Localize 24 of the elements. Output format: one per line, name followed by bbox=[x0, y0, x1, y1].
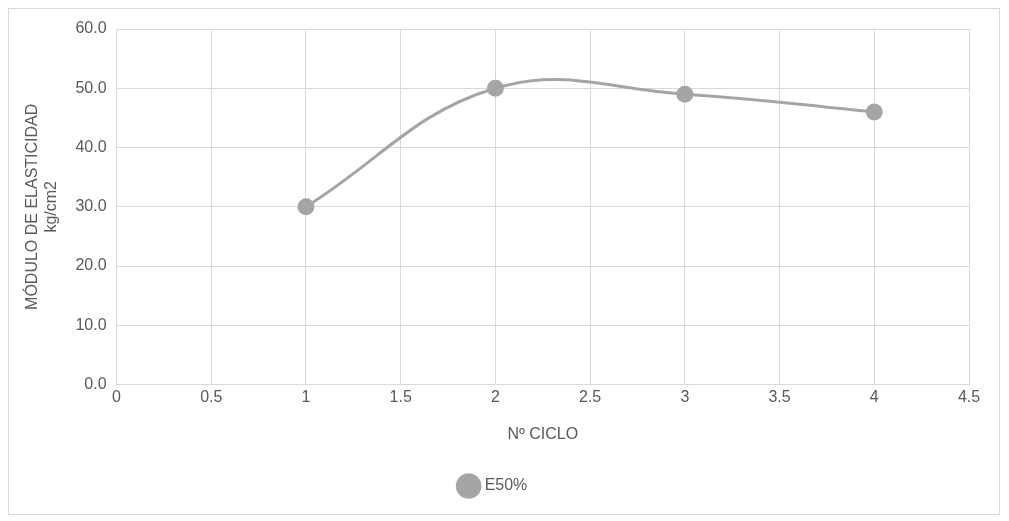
y-tick-label: 0.0 bbox=[84, 375, 107, 393]
x-tick-label: 2.5 bbox=[579, 387, 602, 405]
point bbox=[865, 103, 883, 121]
y-tick-label: 10.0 bbox=[75, 315, 107, 333]
x-axis-title: Nº CICLO bbox=[507, 424, 579, 442]
x-tick-label: 4.5 bbox=[957, 387, 981, 405]
y-tick-label: 40.0 bbox=[75, 137, 107, 155]
x-tick-label: 3 bbox=[680, 387, 690, 405]
point bbox=[486, 79, 504, 97]
x-tick-label: 2 bbox=[490, 387, 500, 405]
x-tick-label: 3.5 bbox=[768, 387, 791, 405]
y-axis-title: MÓDULO DE ELASTICIDAD kg/cm2 bbox=[22, 103, 60, 310]
y-tick-label: 30.0 bbox=[75, 197, 107, 215]
y-tick-label: 60.0 bbox=[75, 19, 107, 37]
point bbox=[297, 198, 315, 216]
point bbox=[676, 85, 694, 103]
x-tick-label: 4 bbox=[869, 387, 879, 405]
x-tick-label: 1 bbox=[301, 387, 311, 405]
x-tick-label: 1.5 bbox=[389, 387, 412, 405]
legend-label: E50% bbox=[484, 476, 528, 494]
y-tick-label: 20.0 bbox=[75, 256, 107, 274]
x-tick-label: 0 bbox=[112, 387, 122, 405]
y-tick-label: 50.0 bbox=[75, 78, 107, 96]
x-tick-label: 0.5 bbox=[200, 387, 223, 405]
